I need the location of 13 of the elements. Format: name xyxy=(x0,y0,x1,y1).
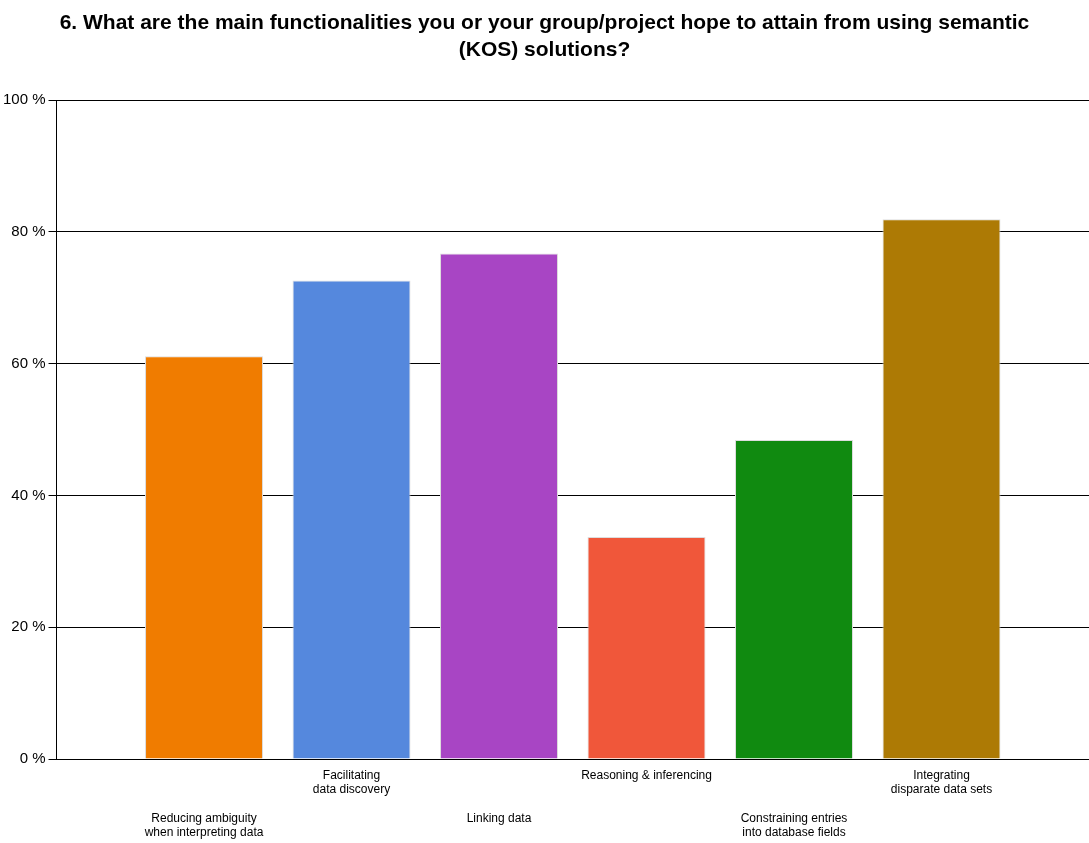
x-tick-label: Constraining entries into database fields xyxy=(740,810,848,840)
x-tick-label: Integrating disparate data sets xyxy=(890,767,993,796)
y-tick-label: 0 % xyxy=(19,749,46,767)
x-tick-label: Reducing ambiguity when interpreting data xyxy=(143,810,264,840)
y-tick-label: 20 % xyxy=(11,617,46,635)
chart-title: 6. What are the main functionalities you or your group/project hope to attain from using semantic (KOS) solutions? xyxy=(58,9,1031,62)
x-tick-label: Reasoning & inferencing xyxy=(581,767,712,782)
x-tick-label: Linking data xyxy=(466,810,532,825)
y-tick-label: 40 % xyxy=(11,485,46,503)
y-tick-label: 60 % xyxy=(11,353,46,371)
y-tick-label: 80 % xyxy=(11,221,46,239)
y-tick-label: 100 % xyxy=(2,90,46,108)
x-tick-label: Facilitating data discovery xyxy=(312,767,391,796)
